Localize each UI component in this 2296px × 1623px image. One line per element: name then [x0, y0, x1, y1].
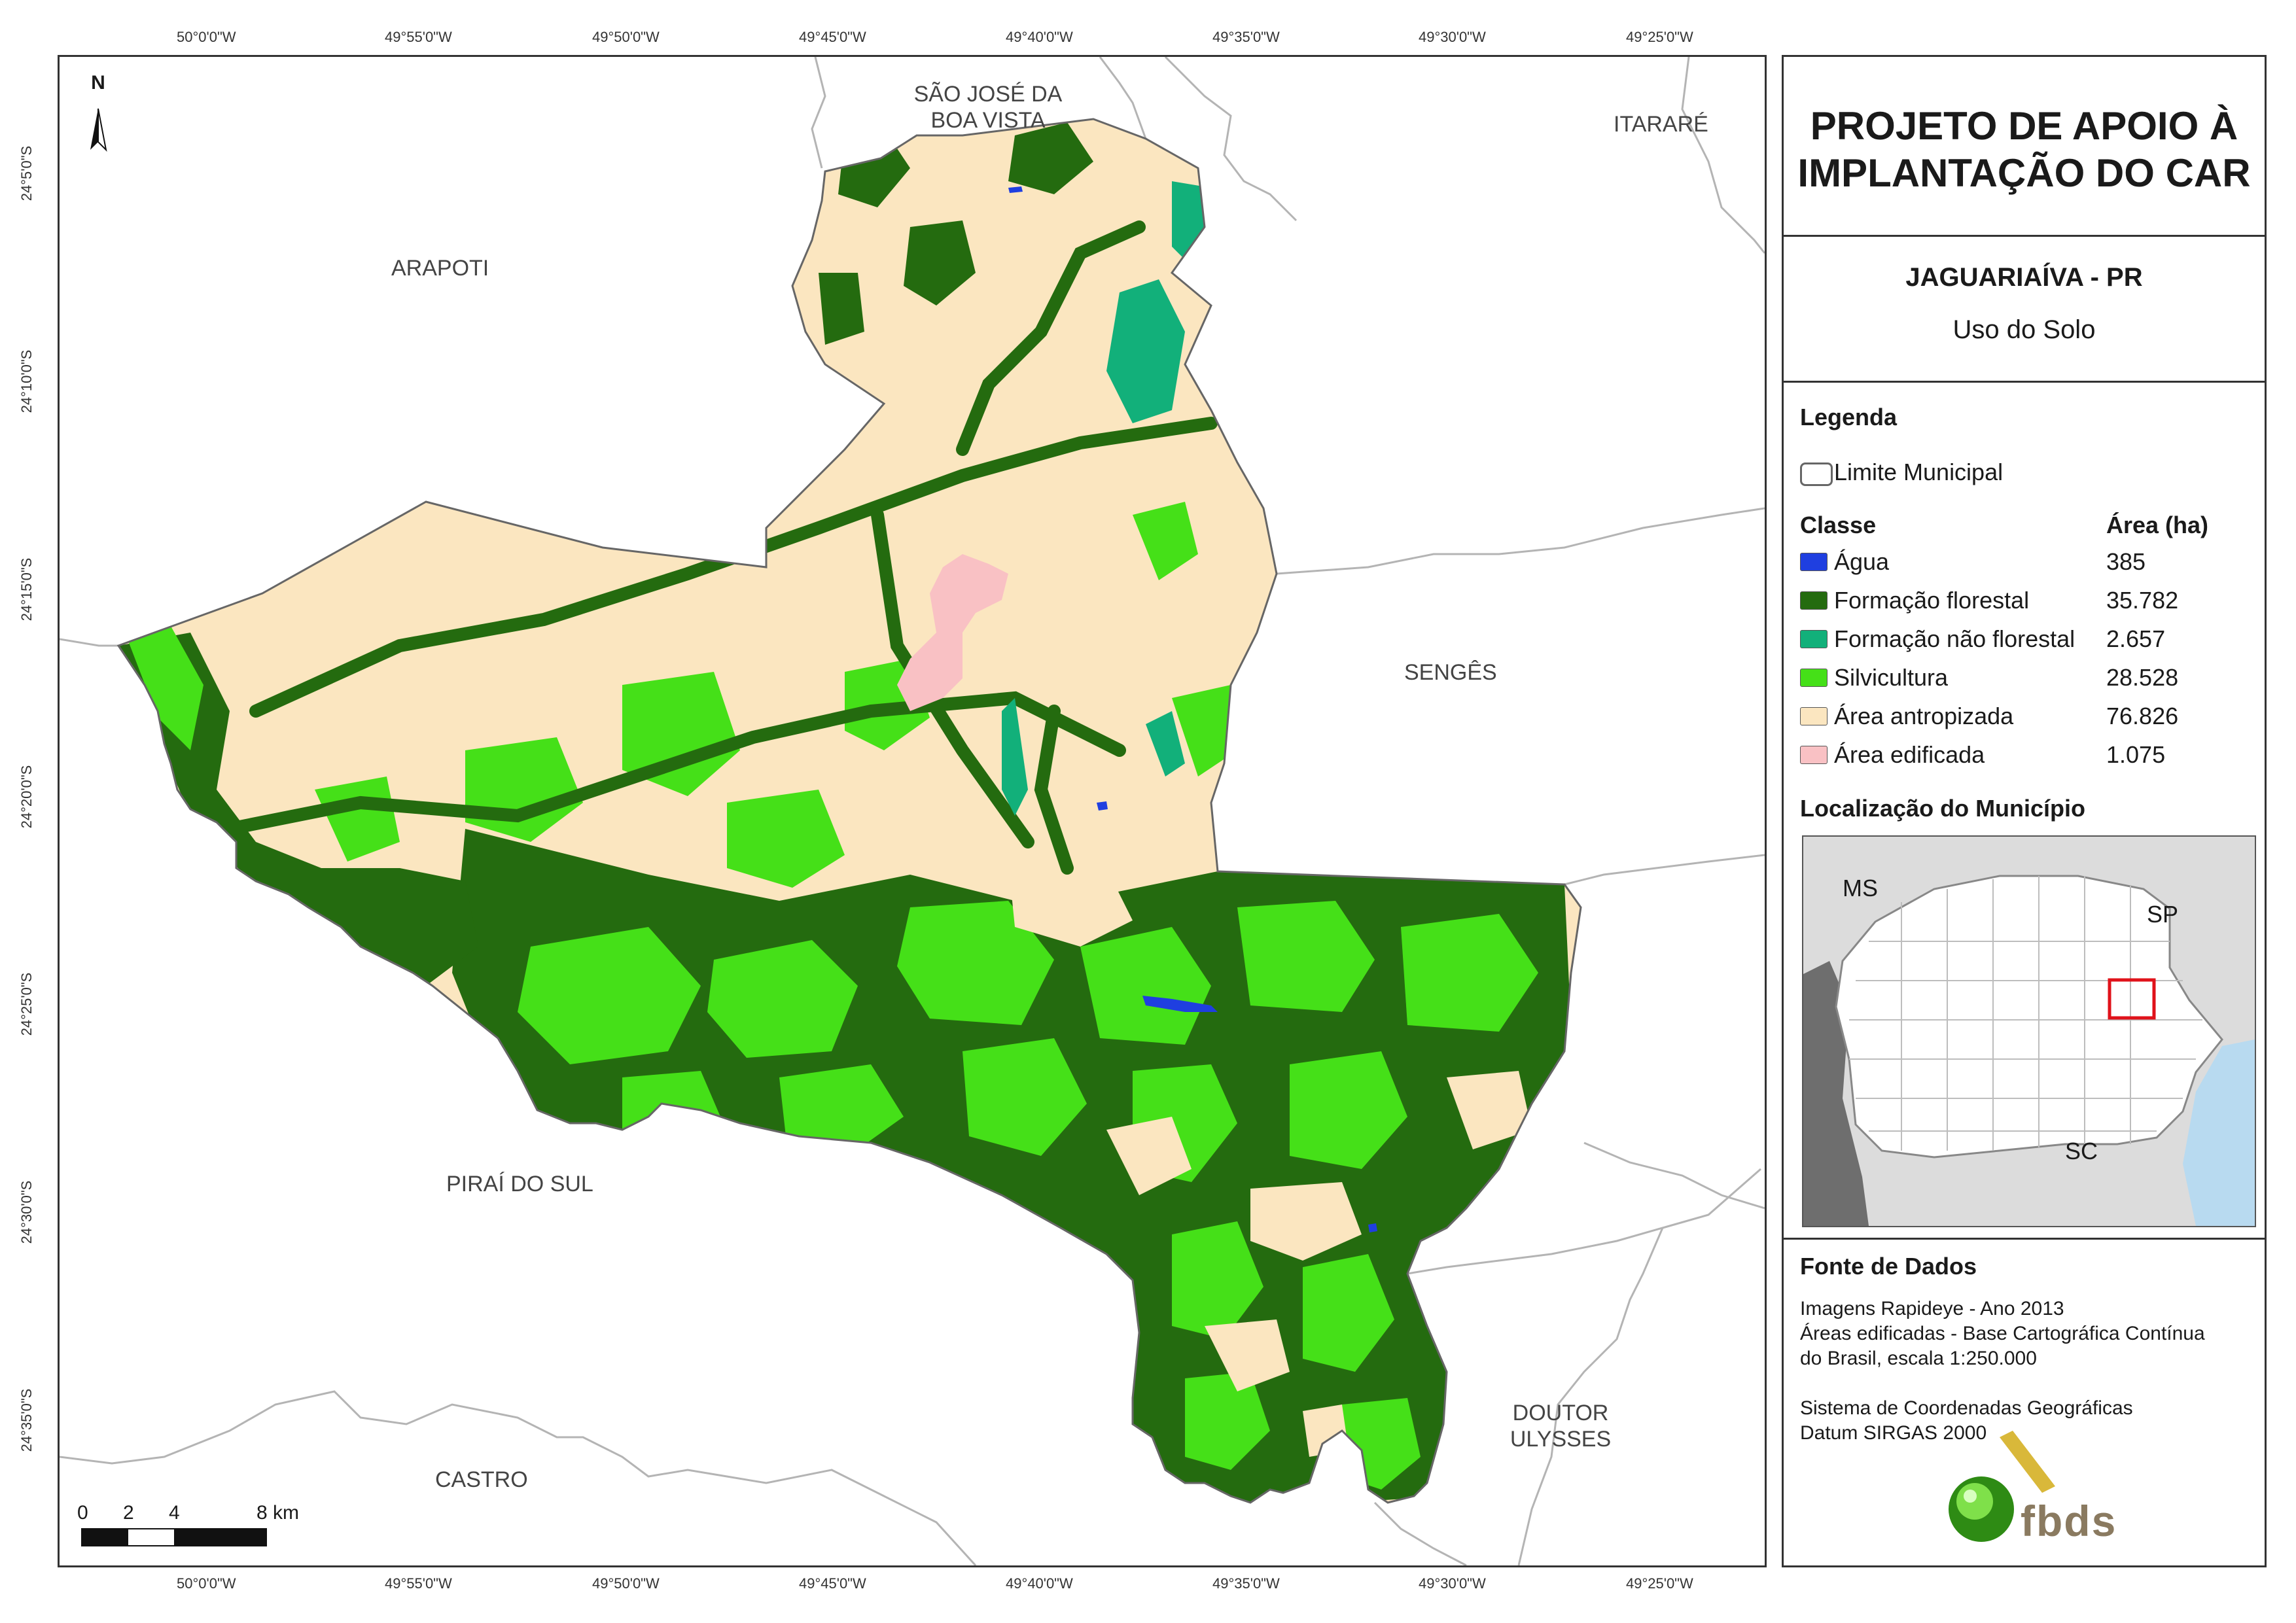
- legend-title: Legenda: [1800, 404, 1898, 430]
- source-line-3: do Brasil, escala 1:250.000: [1800, 1348, 2037, 1369]
- class-label-area-edificada: Área edificada: [1834, 741, 1985, 768]
- source-line-1: Imagens Rapideye - Ano 2013: [1800, 1298, 2064, 1319]
- class-label-silvicultura: Silvicultura: [1834, 664, 1949, 691]
- location-inset-map: [1802, 835, 2256, 1227]
- title-section: PROJETO DE APOIO À IMPLANTAÇÃO DO CAR: [1784, 57, 2265, 237]
- logo-text: fbds: [2021, 1497, 2117, 1545]
- north-arrow-icon: [90, 108, 107, 152]
- class-label-agua: Água: [1834, 548, 1890, 575]
- place-sao-jose: SÃO JOSÉ DA BOA VISTA: [913, 82, 1063, 133]
- north-label: N: [91, 72, 105, 94]
- source-line-2: Áreas edificadas - Base Cartográfica Con…: [1800, 1323, 2205, 1344]
- coord-top-6: 49°35'0"W: [1212, 29, 1280, 45]
- scale-bar: [81, 1528, 267, 1546]
- coord-top-4: 49°45'0"W: [799, 29, 866, 45]
- class-swatch-formacao-florestal: [1800, 591, 1828, 610]
- inset-label-ms: MS: [1843, 875, 1878, 901]
- location-title: Localização do Município: [1800, 795, 2086, 822]
- title-line-1: PROJETO DE APOIO À: [1810, 104, 2238, 148]
- coord-top-3: 49°50'0"W: [592, 29, 660, 45]
- class-area-area-antropizada: 76.826: [2106, 703, 2179, 729]
- source-line-6: Datum SIRGAS 2000: [1800, 1422, 1987, 1444]
- inset-label-sp: SP: [2147, 901, 2179, 928]
- land-use-map: [60, 57, 1765, 1565]
- place-pirai: PIRAÍ DO SUL: [446, 1172, 593, 1196]
- coord-left-3: 24°15'0"S: [18, 557, 35, 621]
- coord-left-4: 24°20'0"S: [18, 765, 35, 829]
- class-area-formacao-florestal: 35.782: [2106, 587, 2179, 614]
- title-line-2: IMPLANTAÇÃO DO CAR: [1797, 151, 2251, 195]
- legend-section-divider: [1784, 1238, 2265, 1240]
- limit-swatch: [1800, 462, 1833, 486]
- coord-bottom-8: 49°25'0"W: [1626, 1575, 1693, 1592]
- legend-panel: PROJETO DE APOIO À IMPLANTAÇÃO DO CAR JA…: [1782, 55, 2267, 1567]
- coord-left-7: 24°35'0"S: [18, 1388, 35, 1452]
- coord-top-2: 49°55'0"W: [385, 29, 452, 45]
- municipality-name: JAGUARIAÍVA - PR: [1905, 263, 2143, 292]
- class-swatch-silvicultura: [1800, 669, 1828, 687]
- class-area-silvicultura: 28.528: [2106, 664, 2179, 691]
- place-doutor: DOUTOR ULYSSES: [1510, 1401, 1612, 1452]
- coord-bottom-6: 49°35'0"W: [1212, 1575, 1280, 1592]
- coord-bottom-3: 49°50'0"W: [592, 1575, 660, 1592]
- coord-bottom-5: 49°40'0"W: [1006, 1575, 1073, 1592]
- place-castro: CASTRO: [435, 1467, 528, 1492]
- coord-left-1: 24°5'0"S: [18, 145, 35, 201]
- class-swatch-formacao-nao-florestal: [1800, 630, 1828, 648]
- source-line-5: Sistema de Coordenadas Geográficas: [1800, 1397, 2133, 1419]
- class-swatch-agua: [1800, 553, 1828, 571]
- limit-label: Limite Municipal: [1834, 459, 2004, 485]
- area-header: Área (ha): [2106, 512, 2209, 538]
- coord-left-6: 24°30'0"S: [18, 1180, 35, 1244]
- source-text: Imagens Rapideye - Ano 2013 Áreas edific…: [1800, 1297, 2205, 1446]
- coord-top-5: 49°40'0"W: [1006, 29, 1073, 45]
- place-senges: SENGÊS: [1404, 660, 1497, 685]
- inset-label-sc: SC: [2065, 1138, 2098, 1164]
- municipality-section: JAGUARIAÍVA - PR Uso do Solo: [1784, 237, 2265, 383]
- class-swatch-area-edificada: [1800, 746, 1828, 764]
- class-label-formacao-florestal: Formação florestal: [1834, 587, 2030, 614]
- coord-left-5: 24°25'0"S: [18, 972, 35, 1036]
- class-area-formacao-nao-florestal: 2.657: [2106, 625, 2166, 652]
- class-header: Classe: [1800, 512, 1877, 538]
- class-area-agua: 385: [2106, 548, 2146, 575]
- coord-top-1: 50°0'0"W: [177, 29, 236, 45]
- coord-bottom-1: 50°0'0"W: [177, 1575, 236, 1592]
- place-itarare: ITARARÉ: [1614, 112, 1708, 137]
- class-area-area-edificada: 1.075: [2106, 741, 2166, 768]
- coord-top-8: 49°25'0"W: [1626, 29, 1693, 45]
- coord-bottom-4: 49°45'0"W: [799, 1575, 866, 1592]
- coord-left-2: 24°10'0"S: [18, 349, 35, 413]
- scale-label-0: 0: [77, 1502, 88, 1524]
- class-swatch-area-antropizada: [1800, 707, 1828, 725]
- source-title: Fonte de Dados: [1800, 1253, 1977, 1280]
- place-arapoti: ARAPOTI: [391, 256, 489, 281]
- fbds-logo-icon: [1949, 1431, 2055, 1542]
- class-label-formacao-nao-florestal: Formação não florestal: [1834, 625, 2075, 652]
- coord-bottom-7: 49°30'0"W: [1419, 1575, 1486, 1592]
- scale-label-8: 8 km: [256, 1502, 300, 1524]
- scale-label-4: 4: [169, 1502, 180, 1524]
- coord-bottom-2: 49°55'0"W: [385, 1575, 452, 1592]
- map-subtitle: Uso do Solo: [1952, 315, 2096, 344]
- coord-top-7: 49°30'0"W: [1419, 29, 1486, 45]
- scale-label-2: 2: [123, 1502, 134, 1524]
- class-label-area-antropizada: Área antropizada: [1834, 703, 2014, 729]
